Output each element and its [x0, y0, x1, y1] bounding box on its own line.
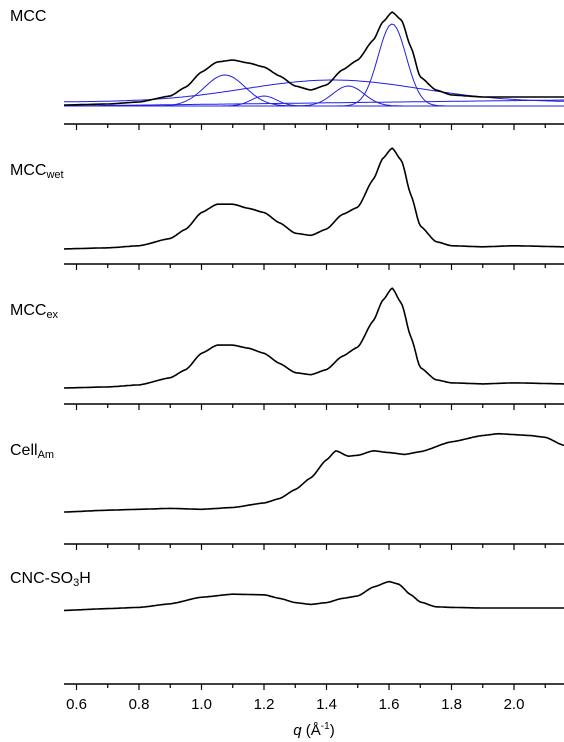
x-tick-label: 2.0 [504, 696, 525, 713]
x-axis-label: q (Å-1) [293, 721, 334, 739]
x-axis-label-unit: (Å [302, 722, 321, 739]
panel-label-cnc-so3h: CNC-SO3H [10, 570, 91, 589]
fit-component-0-4 [64, 79, 564, 103]
panel-label-cell-am: CellAm [10, 442, 55, 461]
series-line-1-0 [64, 147, 564, 250]
x-axis-label-var: q [293, 722, 302, 739]
x-tick-label: 1.2 [254, 696, 275, 713]
x-tick-label: 1.0 [191, 696, 212, 713]
x-tick-label: 1.6 [379, 696, 400, 713]
panel-label-mcc-wet: MCCwet [10, 162, 64, 181]
panel-label-mcc-ex: MCCex [10, 302, 59, 321]
x-tick-label: 1.4 [316, 696, 337, 713]
series-line-0-0 [64, 11, 564, 106]
x-tick-label: 0.6 [66, 696, 87, 713]
series-line-4-0 [64, 580, 564, 612]
x-tick-label: 0.8 [129, 696, 150, 713]
fit-component-0-5 [64, 99, 564, 107]
panel-label-mcc: MCC [10, 8, 47, 25]
x-axis-label-close: ) [330, 722, 335, 739]
x-tick-label: 1.8 [441, 696, 462, 713]
series-line-2-0 [63, 287, 564, 389]
series-line-3-0 [64, 432, 564, 513]
fit-component-0-3 [64, 23, 564, 107]
x-axis-label-exponent: -1 [321, 721, 330, 732]
